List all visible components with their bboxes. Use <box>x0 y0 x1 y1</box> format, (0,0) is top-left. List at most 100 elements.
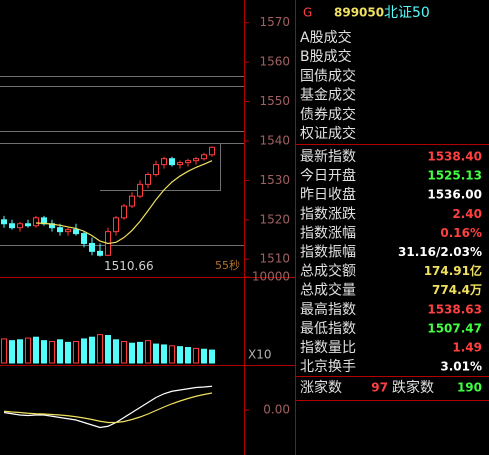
y-tick-label: 1560 <box>259 55 290 69</box>
volume-bar <box>25 337 31 364</box>
candle-body <box>177 162 183 166</box>
down-label: 跌家数 <box>392 379 434 396</box>
volume-bar <box>153 343 159 364</box>
trade-label: A股成交 <box>300 29 352 46</box>
y-tick-label: 1570 <box>259 15 290 29</box>
volume-bar <box>65 341 71 364</box>
candle-body <box>65 229 71 233</box>
info-value: 31.16/2.03% <box>398 245 482 259</box>
candle-body <box>153 164 159 175</box>
volume-bar <box>201 348 207 364</box>
info-value: 174.91亿 <box>424 263 482 278</box>
volume-bar <box>57 339 63 364</box>
volume-scale: X10 <box>248 348 272 362</box>
volume-bar <box>33 336 39 364</box>
indicator-line <box>3 392 213 424</box>
index-code: 899050 <box>334 6 384 20</box>
trade-label: 债券成交 <box>300 106 356 123</box>
info-label: 最高指数 <box>300 301 356 318</box>
candle-body <box>209 146 215 156</box>
volume-bar <box>41 340 47 364</box>
volume-bar <box>209 349 215 364</box>
info-label: 最新指数 <box>300 149 356 165</box>
volume-bar <box>145 340 151 364</box>
info-value: 1525.13 <box>427 169 482 183</box>
info-value: 1507.47 <box>427 321 482 335</box>
volume-bar <box>89 336 95 364</box>
candle-body <box>57 227 63 233</box>
y-tick-label: 1520 <box>259 212 290 226</box>
info-label: 指数涨幅 <box>300 225 356 241</box>
y-tick-label: 1550 <box>259 94 290 108</box>
candle-body <box>113 217 119 233</box>
info-label: 最低指数 <box>300 321 356 337</box>
info-label: 指数量比 <box>300 340 356 356</box>
trade-label: 国债成交 <box>300 67 356 84</box>
low-label: 1510.66 <box>104 259 154 273</box>
trade-label: 基金成交 <box>300 87 356 104</box>
candle-body <box>145 173 151 185</box>
info-value: 1538.40 <box>427 150 482 164</box>
y-tick-label: 1530 <box>259 173 290 187</box>
volume-bar <box>9 340 15 364</box>
volume-bar <box>97 334 103 364</box>
candle-body <box>17 223 23 229</box>
volume-bar <box>129 342 135 364</box>
y-tick-label: 10000 <box>252 270 290 284</box>
candle-body <box>89 242 95 252</box>
y-tick-label: 0.00 <box>263 403 290 417</box>
info-label: 今日开盘 <box>300 167 356 184</box>
candle-body <box>97 250 103 256</box>
up-count: 97 <box>371 381 388 395</box>
volume-bar <box>177 346 183 364</box>
candle-body <box>1 219 7 225</box>
candle-body <box>73 229 79 235</box>
candle-body <box>185 160 191 164</box>
time-label: 55秒 <box>215 258 240 272</box>
info-value: 1.49 <box>452 341 482 355</box>
info-label: 昨日收盘 <box>300 186 356 203</box>
trade-label: B股成交 <box>300 48 352 65</box>
y-tick-label: 1510 <box>259 252 290 266</box>
candle-body <box>137 183 143 197</box>
indicator-line <box>3 385 213 429</box>
volume-bar <box>81 338 87 364</box>
info-value: 3.01% <box>440 360 482 374</box>
info-label: 指数涨跌 <box>300 206 356 222</box>
candle-body <box>201 154 207 160</box>
volume-bar <box>121 341 127 364</box>
volume-bar <box>161 344 167 364</box>
candle-body <box>193 158 199 162</box>
candle-body <box>121 205 127 219</box>
volume-bar <box>137 341 143 364</box>
volume-bar <box>193 347 199 364</box>
up-label: 涨家数 <box>300 379 342 396</box>
volume-bar <box>169 345 175 364</box>
candle-body <box>9 223 15 229</box>
info-label: 总成交额 <box>300 263 356 280</box>
y-tick-label: 1540 <box>259 133 290 147</box>
index-name: 北证50 <box>384 5 430 21</box>
volume-bar <box>105 334 111 364</box>
info-label: 总成交量 <box>300 282 356 299</box>
candle-body <box>169 158 175 166</box>
volume-bar <box>1 338 7 364</box>
volume-bar <box>113 339 119 364</box>
candle-body <box>33 217 39 227</box>
volume-bar <box>49 341 55 364</box>
info-value: 1536.00 <box>427 188 482 202</box>
info-value: 0.16% <box>440 226 482 240</box>
info-label: 北京换手 <box>300 358 356 375</box>
info-value: 1538.63 <box>427 302 482 316</box>
moving-average <box>35 160 213 245</box>
info-value: 2.40 <box>452 207 482 221</box>
candle-body <box>25 223 31 227</box>
volume-bar <box>17 339 23 364</box>
guide-lines <box>0 76 244 246</box>
trade-label: 权证成交 <box>300 125 356 142</box>
down-count: 190 <box>457 381 482 395</box>
candle-body <box>161 158 167 166</box>
market-flag: G <box>303 6 312 20</box>
